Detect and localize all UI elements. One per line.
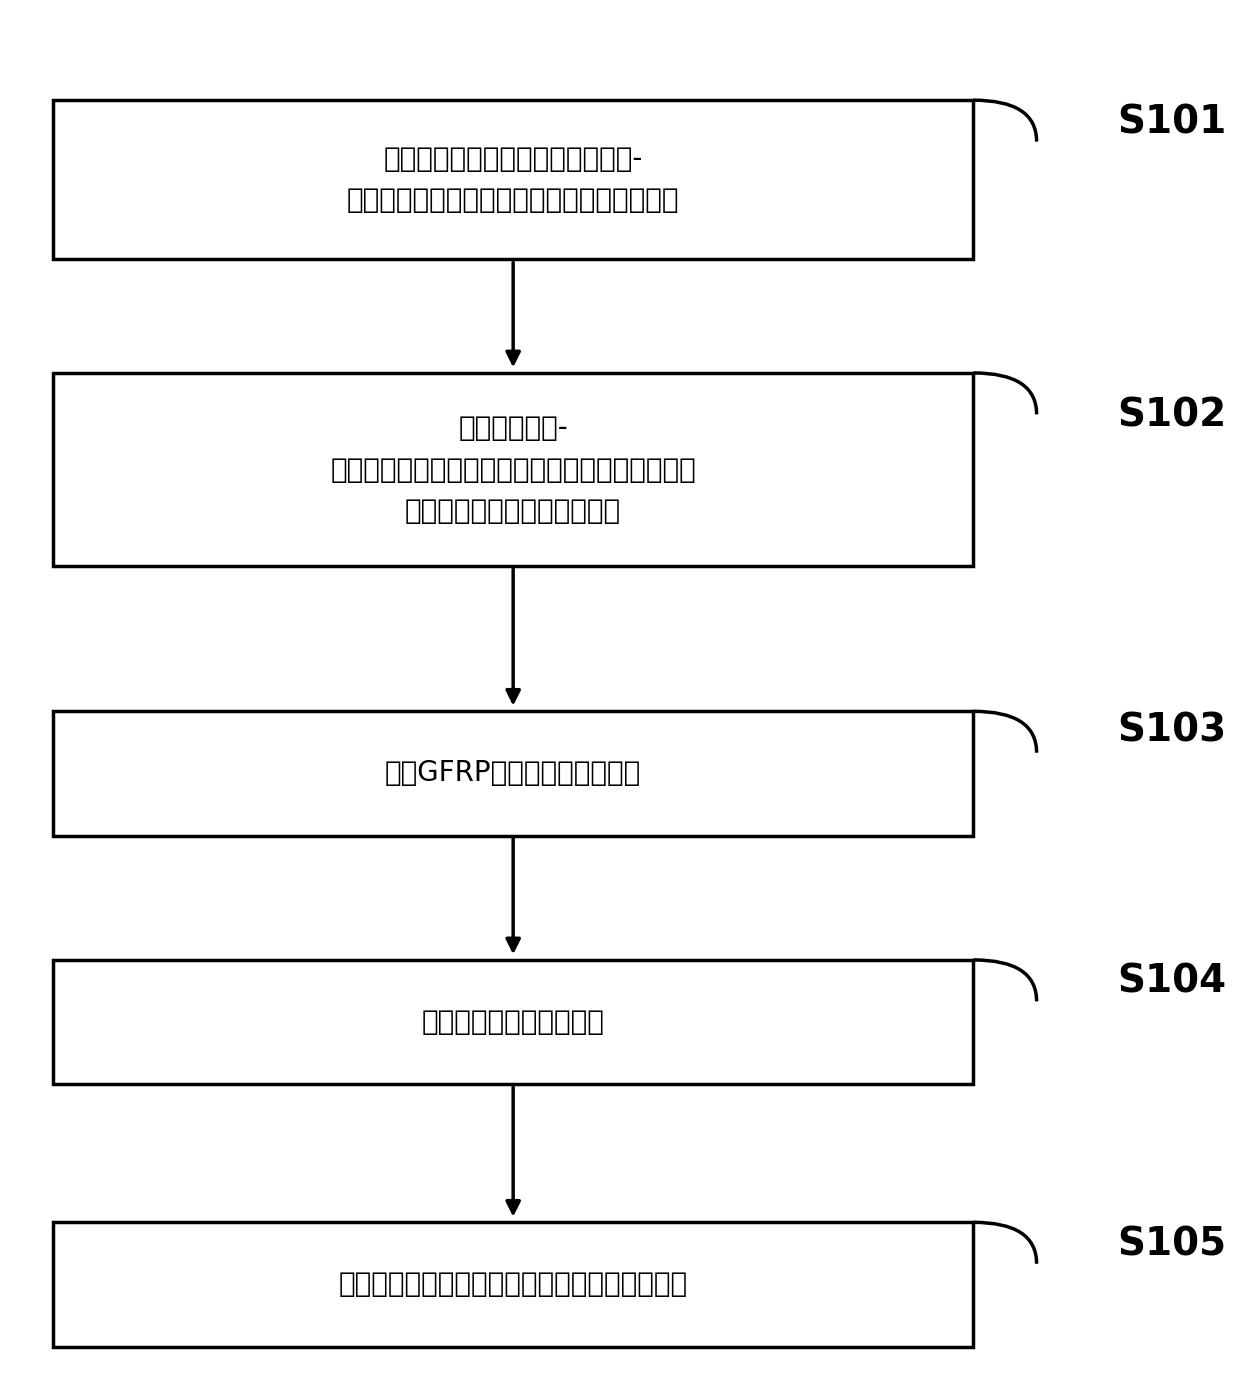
Text: 计算免维护钢-
复合材料屈曲约束支撑内芯受力单元的屈服承载力
和屈曲约束支撑的极限承载力: 计算免维护钢- 复合材料屈曲约束支撑内芯受力单元的屈服承载力 和屈曲约束支撑的极… — [330, 414, 696, 525]
FancyBboxPatch shape — [53, 100, 973, 259]
Text: 根据结构内力分析，确定免维护钢-
复合材料屈曲约束支撑内芯受力单元的截面积: 根据结构内力分析，确定免维护钢- 复合材料屈曲约束支撑内芯受力单元的截面积 — [347, 145, 680, 215]
Text: S104: S104 — [1117, 963, 1226, 1000]
FancyBboxPatch shape — [53, 711, 973, 836]
Text: 确定伸缩节的形式与尺寸: 确定伸缩节的形式与尺寸 — [422, 1009, 605, 1036]
FancyBboxPatch shape — [53, 372, 973, 566]
Text: S102: S102 — [1117, 396, 1226, 434]
Text: S101: S101 — [1117, 103, 1226, 142]
Text: 确定GFRP约束单元的截面尺寸: 确定GFRP约束单元的截面尺寸 — [386, 759, 641, 787]
Text: S103: S103 — [1117, 711, 1226, 749]
Text: 根据屈曲约束支撑的极限承载力计算支撑连接段: 根据屈曲约束支撑的极限承载力计算支撑连接段 — [339, 1271, 688, 1299]
FancyBboxPatch shape — [53, 1222, 973, 1346]
Text: S105: S105 — [1117, 1225, 1226, 1262]
FancyBboxPatch shape — [53, 960, 973, 1084]
